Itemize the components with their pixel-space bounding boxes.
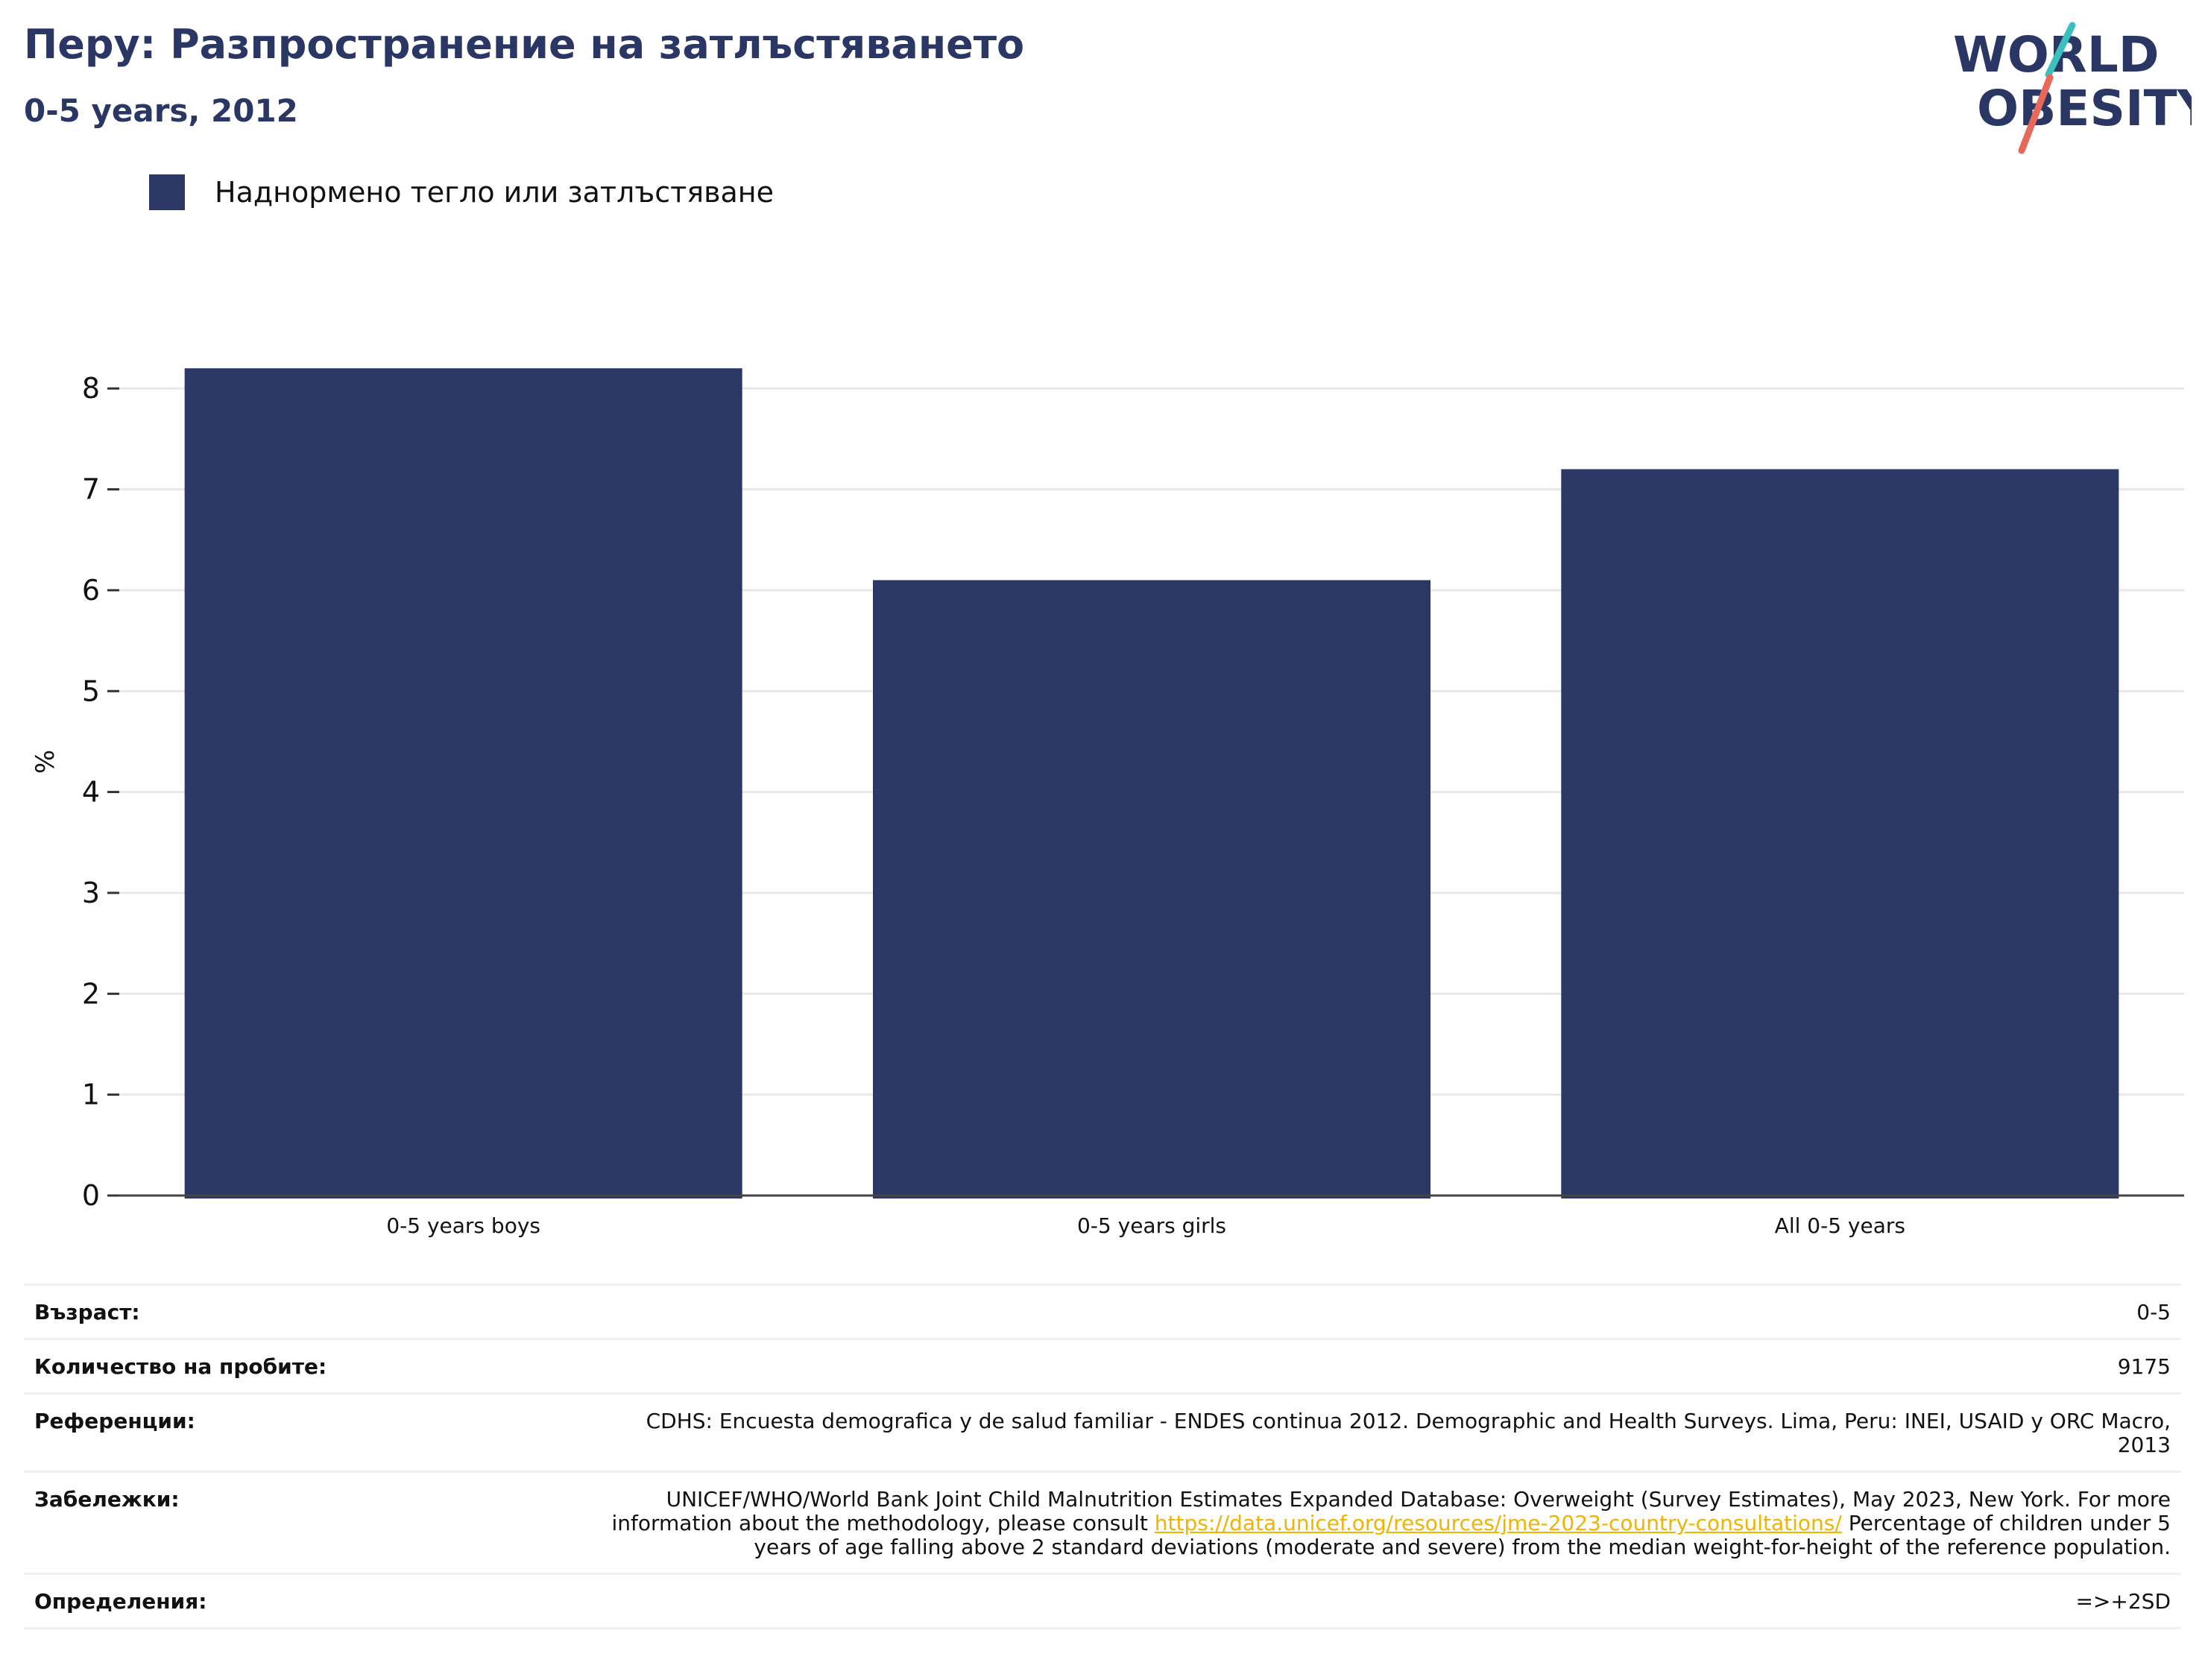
y-tick-label: 6 <box>82 574 100 607</box>
y-axis-label: % <box>31 750 60 774</box>
info-value-age: 0-5 <box>2136 1300 2171 1324</box>
info-value-sample: 9175 <box>2117 1354 2171 1379</box>
bar <box>873 580 1430 1199</box>
bar <box>1561 469 2119 1199</box>
y-tick-label: 1 <box>82 1079 100 1111</box>
chart-title: Перу: Разпространение на затлъстяването <box>24 21 1025 68</box>
info-label-age: Възраст: <box>34 1300 140 1324</box>
notes-text-before: UNICEF/WHO/World Bank Joint Child Malnut… <box>611 1487 2171 1535</box>
y-tick-label: 7 <box>82 473 100 506</box>
info-label-definitions: Определения: <box>34 1589 207 1614</box>
y-tick-label: 3 <box>82 877 100 909</box>
chart-subtitle: 0-5 years, 2012 <box>24 92 298 129</box>
logo-slash-teal <box>2045 22 2076 78</box>
y-tick-label: 5 <box>82 675 100 707</box>
info-row-sample: Количество на пробите: 9175 <box>24 1338 2181 1392</box>
info-row-age: Възраст: 0-5 <box>24 1283 2181 1338</box>
info-label-notes: Забележки: <box>34 1487 180 1512</box>
y-tick-label: 4 <box>82 776 100 809</box>
y-tick-label: 8 <box>82 372 100 405</box>
info-value-definitions: =>+2SD <box>2075 1589 2171 1614</box>
bar-chart: 0 1 2 3 4 5 6 7 8% 0-5 years boys 0-5 years girls A… <box>31 368 2184 1238</box>
x-tick-label: 0-5 years girls <box>1077 1213 1226 1238</box>
info-value-notes: UNICEF/WHO/World Bank Joint Child Malnut… <box>605 1488 2171 1559</box>
logo-text-obesity: OBESITY <box>1977 80 2192 137</box>
info-table: Възраст: 0-5 Количество на пробите: 9175… <box>24 1283 2181 1629</box>
logo-slash-red <box>2018 74 2054 154</box>
bar <box>184 368 742 1199</box>
info-label-references: Референции: <box>34 1409 195 1433</box>
notes-text-after: Percentage of children under 5 years of … <box>754 1511 2171 1559</box>
info-label-sample: Количество на пробите: <box>34 1354 327 1379</box>
x-tick-label: 0-5 years boys <box>386 1213 540 1238</box>
y-tick-label: 2 <box>82 977 100 1010</box>
legend-label: Наднормено тегло или затлъстяване <box>215 176 774 209</box>
info-value-references: CDHS: Encuesta demografica y de salud fa… <box>646 1409 2171 1457</box>
world-obesity-logo: WORLD OBESITY <box>1953 22 2192 154</box>
info-row-definitions: Определения: =>+2SD <box>24 1573 2181 1629</box>
legend-swatch <box>149 174 185 210</box>
info-row-notes: Забележки: UNICEF/WHO/World Bank Joint C… <box>24 1471 2181 1573</box>
x-tick-label: All 0-5 years <box>1775 1213 1905 1238</box>
methodology-link[interactable]: https://data.unicef.org/resources/jme-20… <box>1154 1511 1842 1535</box>
y-tick-label: 0 <box>82 1179 100 1212</box>
info-row-references: Референции: CDHS: Encuesta demografica y… <box>24 1392 2181 1471</box>
